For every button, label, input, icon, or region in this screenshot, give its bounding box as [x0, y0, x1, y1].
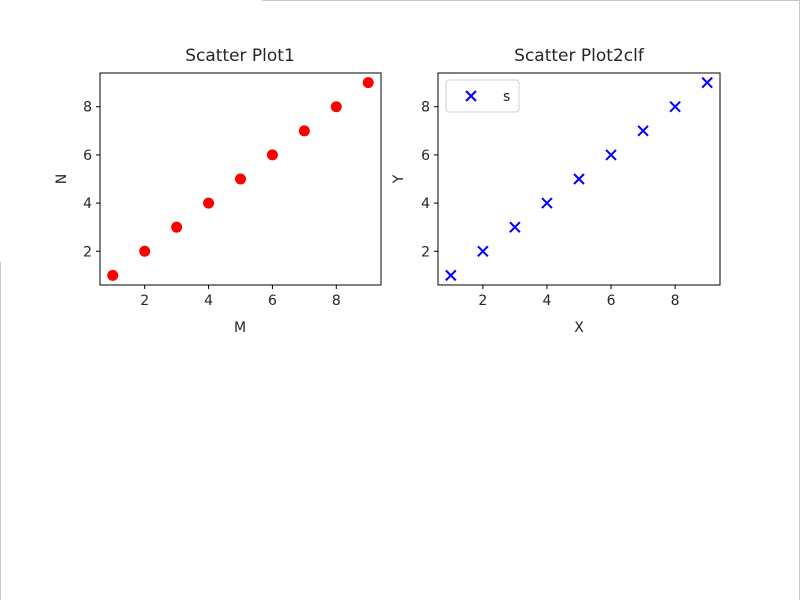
chart-1-point [235, 173, 246, 185]
chart-1-ytick-label: 4 [83, 196, 92, 212]
chart-1-ytick-label: 6 [83, 148, 92, 164]
chart-2-point [541, 197, 553, 209]
chart-2-ytick-label: 8 [421, 100, 430, 116]
chart-2-point [669, 101, 681, 113]
chart-1-axes-frame [99, 72, 382, 286]
chart-2-ticks: 2 4 6 8 2 4 6 8 [421, 100, 680, 309]
chart-2-point [477, 245, 489, 257]
chart-1-point [203, 197, 215, 209]
chart-panel-1: Scatter Plot1 M N 2 4 6 8 2 4 6 8 [54, 46, 382, 336]
chart-1-point [266, 149, 278, 161]
chart-2-legend-box [445, 79, 520, 113]
chart-1-xtick-label: 4 [204, 293, 213, 309]
chart-2-ytick-label: 4 [421, 196, 430, 212]
chart-2-point [605, 149, 617, 161]
chart-2-point [573, 173, 585, 185]
chart-1-points [107, 77, 374, 281]
chart-2-points [445, 76, 713, 282]
chart-1-title: Scatter Plot1 [185, 46, 295, 66]
chart-1-point [362, 77, 374, 89]
chart-2-axes-frame [437, 72, 721, 286]
chart-1-ytick-label: 2 [83, 244, 92, 260]
chart-2-xtick-label: 6 [607, 293, 616, 309]
chart-2-title: Scatter Plot2clf [514, 46, 645, 66]
top-edge-line [262, 0, 800, 1]
chart-1-xtick-label: 8 [332, 293, 341, 309]
chart-2-ylabel: Y [391, 174, 407, 184]
chart-2-legend: s [445, 79, 520, 113]
chart-1-ticks: 2 4 6 8 2 4 6 8 [83, 100, 341, 309]
chart-2-point [701, 76, 713, 89]
chart-1-xtick-label: 2 [140, 293, 149, 309]
chart-1-point [139, 245, 151, 257]
chart-2-point [637, 125, 649, 137]
chart-2-point [509, 221, 521, 233]
chart-1-point [171, 221, 183, 233]
chart-2-legend-marker [465, 90, 477, 102]
chart-1-xlabel: M [234, 320, 246, 336]
chart-1-point [330, 101, 342, 113]
chart-panel-2: Scatter Plot2clf X Y 2 4 6 8 2 4 6 8 s [391, 46, 721, 336]
chart-2-xtick-label: 4 [542, 293, 551, 309]
left-edge-line [0, 262, 1, 600]
chart-2-legend-label: s [503, 89, 510, 105]
chart-2-xtick-label: 8 [671, 293, 680, 309]
chart-1-xtick-label: 6 [268, 293, 277, 309]
chart-2-ytick-label: 6 [421, 148, 430, 164]
chart-1-point [298, 125, 310, 137]
chart-1-ytick-label: 8 [83, 100, 92, 116]
chart-2-point [445, 269, 457, 282]
chart-2-xlabel: X [574, 320, 584, 336]
chart-1-point [107, 269, 119, 281]
chart-2-ytick-label: 2 [421, 244, 430, 260]
chart-1-ylabel: N [54, 174, 70, 184]
chart-2-xtick-label: 2 [478, 293, 487, 309]
